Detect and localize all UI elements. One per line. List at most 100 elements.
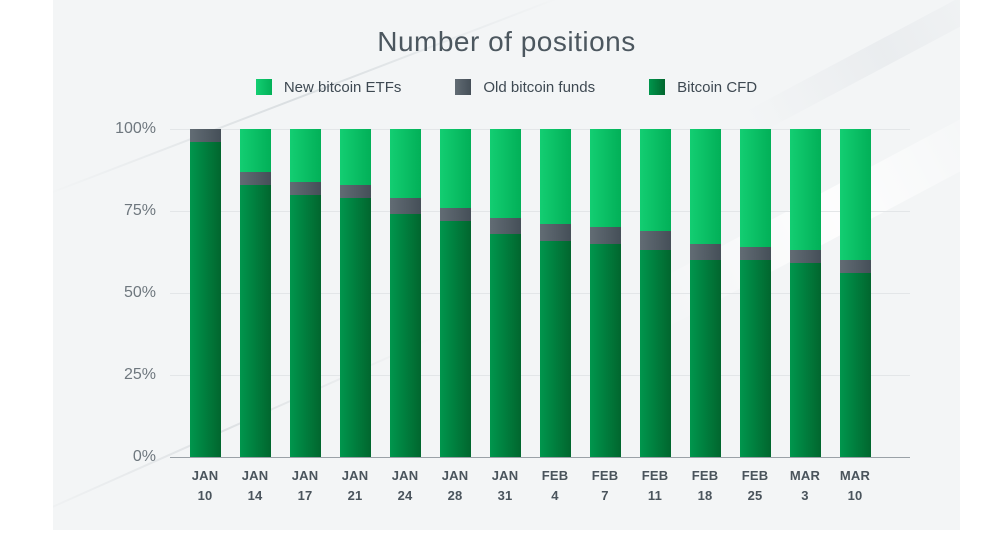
x-label-day: 17 (297, 487, 313, 503)
x-axis-label: JAN 28 (430, 466, 480, 505)
stacked-bar (839, 129, 871, 457)
bar-column-jan-24[interactable] (380, 129, 430, 457)
x-axis-label: FEB 25 (730, 466, 780, 505)
legend-label: Old bitcoin funds (483, 78, 596, 96)
x-label-month: MAR (839, 468, 871, 483)
bar-segment-old-bitcoin-funds[interactable] (339, 184, 371, 198)
bar-column-jan-28[interactable] (430, 129, 480, 457)
x-label-day: 10 (197, 487, 213, 503)
bar-segment-old-bitcoin-funds[interactable] (689, 243, 721, 261)
bar-column-feb-18[interactable] (680, 129, 730, 457)
x-axis-label: FEB 11 (630, 466, 680, 505)
bar-segment-new-bitcoin-etfs[interactable] (539, 129, 571, 225)
bar-segment-old-bitcoin-funds[interactable] (389, 197, 421, 215)
x-axis-label: JAN 17 (280, 466, 330, 505)
x-label-month: FEB (541, 468, 569, 483)
bar-column-jan-21[interactable] (330, 129, 380, 457)
x-axis-label: FEB 4 (530, 466, 580, 505)
legend-label: Bitcoin CFD (677, 78, 758, 96)
bar-segment-old-bitcoin-funds[interactable] (439, 207, 471, 221)
bar-segment-bitcoin-cfd[interactable] (539, 240, 571, 457)
bar-segment-old-bitcoin-funds[interactable] (589, 227, 621, 244)
bar-column-mar-10[interactable] (830, 129, 880, 457)
bar-segment-bitcoin-cfd[interactable] (639, 250, 671, 457)
bar-segment-new-bitcoin-etfs[interactable] (289, 129, 321, 182)
stacked-bar (539, 129, 571, 457)
bar-segment-old-bitcoin-funds[interactable] (539, 224, 571, 241)
bar-segment-bitcoin-cfd[interactable] (339, 197, 371, 457)
bar-segment-old-bitcoin-funds[interactable] (289, 181, 321, 195)
bar-segment-new-bitcoin-etfs[interactable] (339, 129, 371, 185)
bar-segment-new-bitcoin-etfs[interactable] (689, 129, 721, 244)
bar-segment-new-bitcoin-etfs[interactable] (639, 129, 671, 231)
x-axis-label: JAN 31 (480, 466, 530, 505)
bar-segment-new-bitcoin-etfs[interactable] (489, 129, 521, 218)
legend-item-old-bitcoin-funds[interactable]: Old bitcoin funds (455, 78, 596, 96)
x-label-day: 14 (247, 487, 263, 503)
bar-segment-new-bitcoin-etfs[interactable] (839, 129, 871, 261)
bar-segment-new-bitcoin-etfs[interactable] (239, 129, 271, 172)
y-axis-tick-label: 100% (115, 120, 156, 137)
bar-segment-old-bitcoin-funds[interactable] (739, 247, 771, 261)
bar-segment-new-bitcoin-etfs[interactable] (389, 129, 421, 198)
bar-column-feb-4[interactable] (530, 129, 580, 457)
x-label-day: 11 (647, 487, 663, 503)
bar-segment-bitcoin-cfd[interactable] (189, 142, 221, 457)
bar-segment-bitcoin-cfd[interactable] (589, 243, 621, 457)
x-label-day: 24 (397, 487, 413, 503)
y-axis-tick-label: 50% (123, 284, 156, 301)
stacked-bar (489, 129, 521, 457)
x-axis-label: MAR 10 (830, 466, 880, 505)
bar-segment-bitcoin-cfd[interactable] (689, 260, 721, 457)
bar-segment-old-bitcoin-funds[interactable] (639, 230, 671, 251)
bar-column-feb-7[interactable] (580, 129, 630, 457)
legend-swatch-icon (455, 79, 472, 95)
stacked-bar (589, 129, 621, 457)
stacked-bar (789, 129, 821, 457)
stacked-bar (289, 129, 321, 457)
bar-segment-new-bitcoin-etfs[interactable] (739, 129, 771, 248)
bar-column-jan-17[interactable] (280, 129, 330, 457)
x-label-month: FEB (741, 468, 769, 483)
bar-segment-bitcoin-cfd[interactable] (839, 273, 871, 457)
x-label-month: FEB (591, 468, 619, 483)
bar-segment-new-bitcoin-etfs[interactable] (789, 129, 821, 251)
bar-segment-bitcoin-cfd[interactable] (489, 233, 521, 457)
bar-segment-old-bitcoin-funds[interactable] (239, 171, 271, 185)
bar-segment-old-bitcoin-funds[interactable] (189, 129, 221, 143)
bar-column-feb-11[interactable] (630, 129, 680, 457)
stacked-bar (239, 129, 271, 457)
bar-segment-old-bitcoin-funds[interactable] (489, 217, 521, 234)
bar-column-jan-14[interactable] (230, 129, 280, 457)
x-label-day: 3 (801, 487, 809, 503)
bar-column-jan-31[interactable] (480, 129, 530, 457)
x-axis-label: JAN 21 (330, 466, 380, 505)
x-label-month: JAN (191, 468, 219, 483)
bar-segment-bitcoin-cfd[interactable] (289, 194, 321, 457)
x-label-month: JAN (241, 468, 269, 483)
x-label-month: JAN (391, 468, 419, 483)
legend-item-bitcoin-cfd[interactable]: Bitcoin CFD (649, 78, 758, 96)
bar-column-feb-25[interactable] (730, 129, 780, 457)
bar-segment-old-bitcoin-funds[interactable] (789, 250, 821, 264)
bar-segment-new-bitcoin-etfs[interactable] (589, 129, 621, 228)
bar-segment-bitcoin-cfd[interactable] (389, 214, 421, 457)
x-axis-label: FEB 7 (580, 466, 630, 505)
stacked-bar (339, 129, 371, 457)
bar-segment-bitcoin-cfd[interactable] (789, 263, 821, 457)
stacked-bar (689, 129, 721, 457)
bar-segment-bitcoin-cfd[interactable] (739, 260, 771, 457)
bar-segment-new-bitcoin-etfs[interactable] (439, 129, 471, 208)
x-label-day: 25 (747, 487, 763, 503)
bar-column-mar-3[interactable] (780, 129, 830, 457)
x-axis-label: MAR 3 (780, 466, 830, 505)
legend-item-new-bitcoin-etfs[interactable]: New bitcoin ETFs (255, 79, 401, 96)
stacked-bar (189, 129, 221, 457)
bar-segment-old-bitcoin-funds[interactable] (839, 260, 871, 274)
bar-segment-bitcoin-cfd[interactable] (239, 184, 271, 457)
x-axis-label: FEB 18 (680, 466, 730, 505)
x-label-month: JAN (441, 468, 469, 483)
x-label-day: 18 (697, 487, 713, 503)
bar-segment-bitcoin-cfd[interactable] (439, 220, 471, 457)
bar-column-jan-10[interactable] (180, 129, 230, 457)
